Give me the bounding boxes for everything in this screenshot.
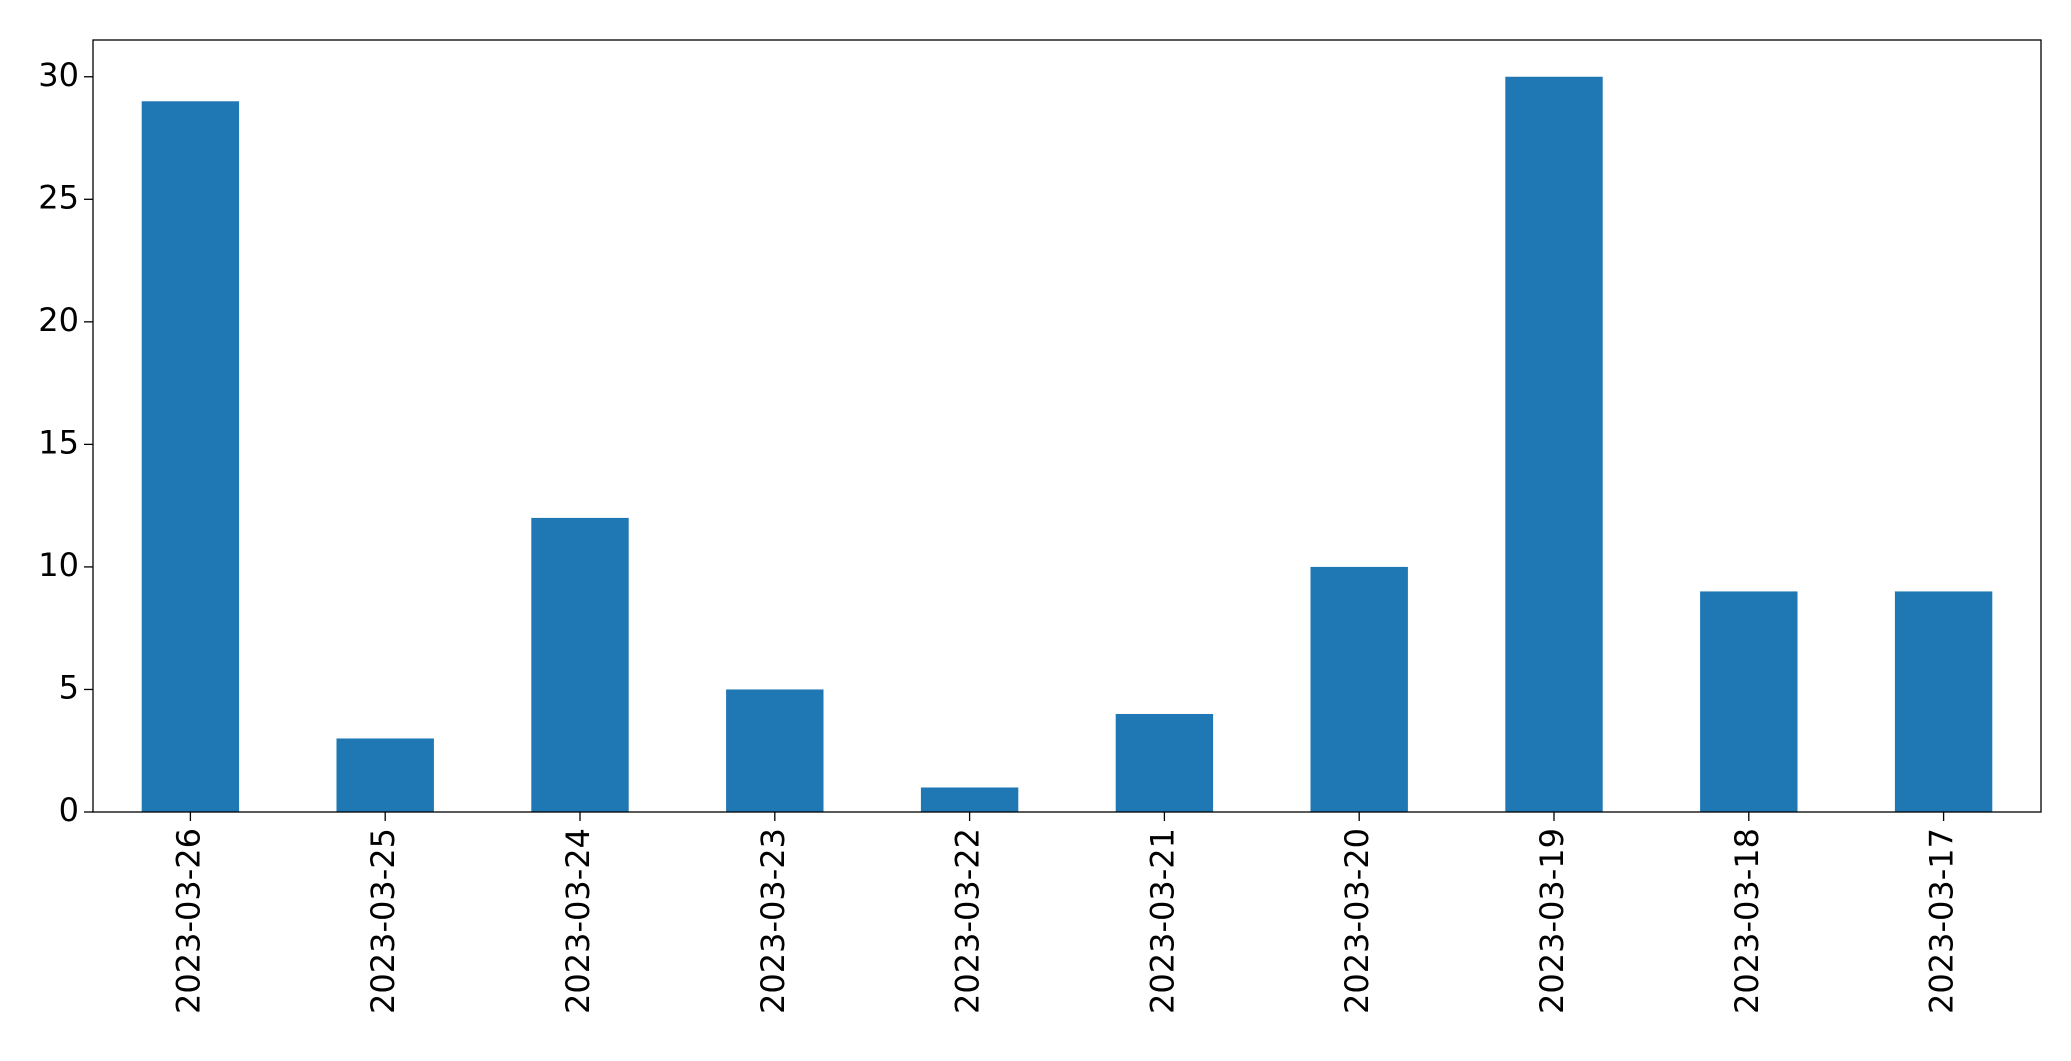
x-tick-label: 2023-03-21	[1143, 828, 1181, 1014]
bar	[1894, 591, 1993, 812]
x-tick-label: 2023-03-23	[754, 828, 792, 1014]
y-tick-label: 20	[38, 301, 79, 339]
y-tick-label: 25	[38, 178, 79, 216]
x-tick-label: 2023-03-22	[949, 828, 987, 1014]
x-tick-label: 2023-03-25	[364, 828, 402, 1014]
bar	[726, 689, 824, 812]
x-tick-label: 2023-03-18	[1728, 828, 1766, 1014]
bar	[1115, 713, 1214, 812]
x-tick-label: 2023-03-17	[1923, 828, 1961, 1014]
x-tick-label: 2023-03-24	[559, 828, 597, 1014]
x-tick-label: 2023-03-19	[1533, 828, 1571, 1014]
y-tick-label: 15	[38, 423, 79, 461]
x-tick-label: 2023-03-20	[1338, 828, 1376, 1014]
y-tick-label: 30	[38, 56, 79, 94]
bar	[1310, 566, 1408, 812]
bar	[531, 517, 629, 812]
bar	[336, 738, 434, 812]
bar	[1505, 76, 1603, 812]
y-tick-label: 5	[59, 668, 79, 706]
x-tick-label: 2023-03-26	[169, 828, 207, 1014]
bar	[141, 101, 240, 813]
y-tick-label: 0	[59, 791, 79, 829]
bar	[1700, 591, 1798, 812]
bar	[920, 787, 1019, 812]
plot-frame	[92, 39, 2042, 813]
y-tick-label: 10	[38, 546, 79, 584]
